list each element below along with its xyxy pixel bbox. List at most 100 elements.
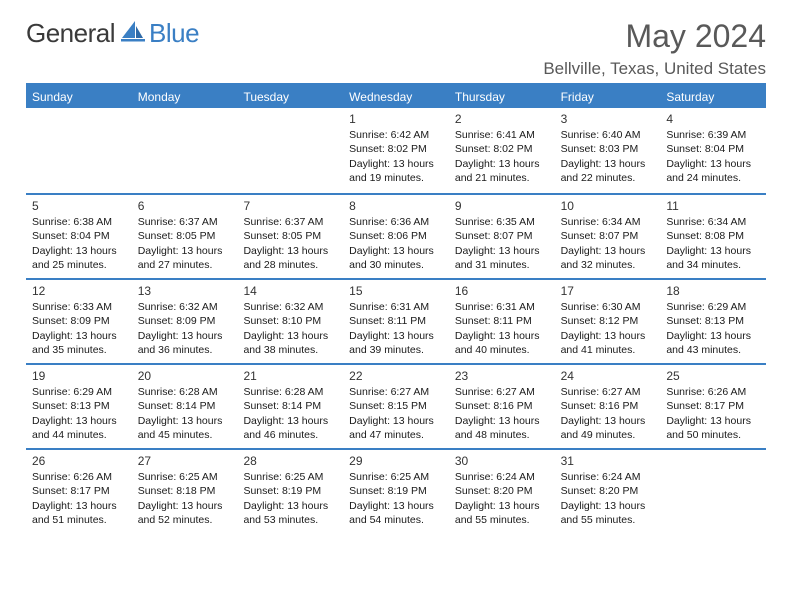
sunset-line: Sunset: 8:05 PM	[138, 229, 232, 243]
weekday-header: Monday	[132, 85, 238, 108]
day-number: 18	[666, 283, 760, 299]
day-cell: 24Sunrise: 6:27 AMSunset: 8:16 PMDayligh…	[555, 365, 661, 448]
daylight-line: Daylight: 13 hours and 54 minutes.	[349, 499, 443, 527]
daylight-line: Daylight: 13 hours and 36 minutes.	[138, 329, 232, 357]
day-cell: 27Sunrise: 6:25 AMSunset: 8:18 PMDayligh…	[132, 450, 238, 533]
sunset-line: Sunset: 8:04 PM	[666, 142, 760, 156]
week-row: 26Sunrise: 6:26 AMSunset: 8:17 PMDayligh…	[26, 448, 766, 533]
brand-part1: General	[26, 18, 115, 49]
sunrise-line: Sunrise: 6:37 AM	[243, 215, 337, 229]
sunset-line: Sunset: 8:20 PM	[561, 484, 655, 498]
sunrise-line: Sunrise: 6:32 AM	[243, 300, 337, 314]
day-cell: 29Sunrise: 6:25 AMSunset: 8:19 PMDayligh…	[343, 450, 449, 533]
daylight-line: Daylight: 13 hours and 50 minutes.	[666, 414, 760, 442]
week-row: 1Sunrise: 6:42 AMSunset: 8:02 PMDaylight…	[26, 108, 766, 193]
calendar: SundayMondayTuesdayWednesdayThursdayFrid…	[26, 83, 766, 533]
day-number: 6	[138, 198, 232, 214]
day-number: 4	[666, 111, 760, 127]
sunset-line: Sunset: 8:19 PM	[349, 484, 443, 498]
sunrise-line: Sunrise: 6:32 AM	[138, 300, 232, 314]
day-cell: 5Sunrise: 6:38 AMSunset: 8:04 PMDaylight…	[26, 195, 132, 278]
day-cell: 6Sunrise: 6:37 AMSunset: 8:05 PMDaylight…	[132, 195, 238, 278]
daylight-line: Daylight: 13 hours and 35 minutes.	[32, 329, 126, 357]
sunrise-line: Sunrise: 6:33 AM	[32, 300, 126, 314]
day-number: 16	[455, 283, 549, 299]
day-cell: 18Sunrise: 6:29 AMSunset: 8:13 PMDayligh…	[660, 280, 766, 363]
sunrise-line: Sunrise: 6:27 AM	[561, 385, 655, 399]
sunset-line: Sunset: 8:09 PM	[32, 314, 126, 328]
sunset-line: Sunset: 8:07 PM	[455, 229, 549, 243]
sunset-line: Sunset: 8:14 PM	[138, 399, 232, 413]
day-cell: 17Sunrise: 6:30 AMSunset: 8:12 PMDayligh…	[555, 280, 661, 363]
sunset-line: Sunset: 8:08 PM	[666, 229, 760, 243]
day-cell: 1Sunrise: 6:42 AMSunset: 8:02 PMDaylight…	[343, 108, 449, 193]
daylight-line: Daylight: 13 hours and 19 minutes.	[349, 157, 443, 185]
day-cell-blank	[660, 450, 766, 533]
daylight-line: Daylight: 13 hours and 27 minutes.	[138, 244, 232, 272]
sunrise-line: Sunrise: 6:39 AM	[666, 128, 760, 142]
sunset-line: Sunset: 8:13 PM	[32, 399, 126, 413]
daylight-line: Daylight: 13 hours and 25 minutes.	[32, 244, 126, 272]
sunset-line: Sunset: 8:17 PM	[32, 484, 126, 498]
day-number: 31	[561, 453, 655, 469]
weekday-header: Saturday	[660, 85, 766, 108]
sunrise-line: Sunrise: 6:42 AM	[349, 128, 443, 142]
sunset-line: Sunset: 8:07 PM	[561, 229, 655, 243]
daylight-line: Daylight: 13 hours and 39 minutes.	[349, 329, 443, 357]
day-number: 13	[138, 283, 232, 299]
sunset-line: Sunset: 8:02 PM	[455, 142, 549, 156]
sunset-line: Sunset: 8:16 PM	[455, 399, 549, 413]
day-number: 19	[32, 368, 126, 384]
sunset-line: Sunset: 8:03 PM	[561, 142, 655, 156]
sunset-line: Sunset: 8:09 PM	[138, 314, 232, 328]
daylight-line: Daylight: 13 hours and 31 minutes.	[455, 244, 549, 272]
day-cell: 21Sunrise: 6:28 AMSunset: 8:14 PMDayligh…	[237, 365, 343, 448]
sunrise-line: Sunrise: 6:25 AM	[243, 470, 337, 484]
sunset-line: Sunset: 8:06 PM	[349, 229, 443, 243]
sunrise-line: Sunrise: 6:25 AM	[349, 470, 443, 484]
day-number: 14	[243, 283, 337, 299]
sunset-line: Sunset: 8:10 PM	[243, 314, 337, 328]
daylight-line: Daylight: 13 hours and 43 minutes.	[666, 329, 760, 357]
daylight-line: Daylight: 13 hours and 34 minutes.	[666, 244, 760, 272]
day-number: 25	[666, 368, 760, 384]
day-cell: 8Sunrise: 6:36 AMSunset: 8:06 PMDaylight…	[343, 195, 449, 278]
daylight-line: Daylight: 13 hours and 55 minutes.	[561, 499, 655, 527]
daylight-line: Daylight: 13 hours and 46 minutes.	[243, 414, 337, 442]
sunrise-line: Sunrise: 6:25 AM	[138, 470, 232, 484]
sunrise-line: Sunrise: 6:30 AM	[561, 300, 655, 314]
sunset-line: Sunset: 8:04 PM	[32, 229, 126, 243]
day-number: 3	[561, 111, 655, 127]
weekday-header: Thursday	[449, 85, 555, 108]
weekday-header: Wednesday	[343, 85, 449, 108]
daylight-line: Daylight: 13 hours and 52 minutes.	[138, 499, 232, 527]
day-number: 20	[138, 368, 232, 384]
sunset-line: Sunset: 8:02 PM	[349, 142, 443, 156]
sunset-line: Sunset: 8:11 PM	[349, 314, 443, 328]
day-cell: 7Sunrise: 6:37 AMSunset: 8:05 PMDaylight…	[237, 195, 343, 278]
day-cell: 10Sunrise: 6:34 AMSunset: 8:07 PMDayligh…	[555, 195, 661, 278]
day-number: 9	[455, 198, 549, 214]
day-number: 1	[349, 111, 443, 127]
day-cell: 25Sunrise: 6:26 AMSunset: 8:17 PMDayligh…	[660, 365, 766, 448]
day-number: 28	[243, 453, 337, 469]
daylight-line: Daylight: 13 hours and 24 minutes.	[666, 157, 760, 185]
daylight-line: Daylight: 13 hours and 21 minutes.	[455, 157, 549, 185]
day-number: 22	[349, 368, 443, 384]
daylight-line: Daylight: 13 hours and 41 minutes.	[561, 329, 655, 357]
sunset-line: Sunset: 8:14 PM	[243, 399, 337, 413]
day-cell: 19Sunrise: 6:29 AMSunset: 8:13 PMDayligh…	[26, 365, 132, 448]
brand-logo: General Blue	[26, 18, 199, 49]
sunrise-line: Sunrise: 6:27 AM	[349, 385, 443, 399]
sunset-line: Sunset: 8:13 PM	[666, 314, 760, 328]
day-number: 2	[455, 111, 549, 127]
weekday-header-row: SundayMondayTuesdayWednesdayThursdayFrid…	[26, 85, 766, 108]
sunset-line: Sunset: 8:12 PM	[561, 314, 655, 328]
day-cell: 2Sunrise: 6:41 AMSunset: 8:02 PMDaylight…	[449, 108, 555, 193]
daylight-line: Daylight: 13 hours and 51 minutes.	[32, 499, 126, 527]
day-cell: 12Sunrise: 6:33 AMSunset: 8:09 PMDayligh…	[26, 280, 132, 363]
day-number: 12	[32, 283, 126, 299]
location: Bellville, Texas, United States	[543, 59, 766, 79]
sunrise-line: Sunrise: 6:26 AM	[32, 470, 126, 484]
day-cell: 22Sunrise: 6:27 AMSunset: 8:15 PMDayligh…	[343, 365, 449, 448]
